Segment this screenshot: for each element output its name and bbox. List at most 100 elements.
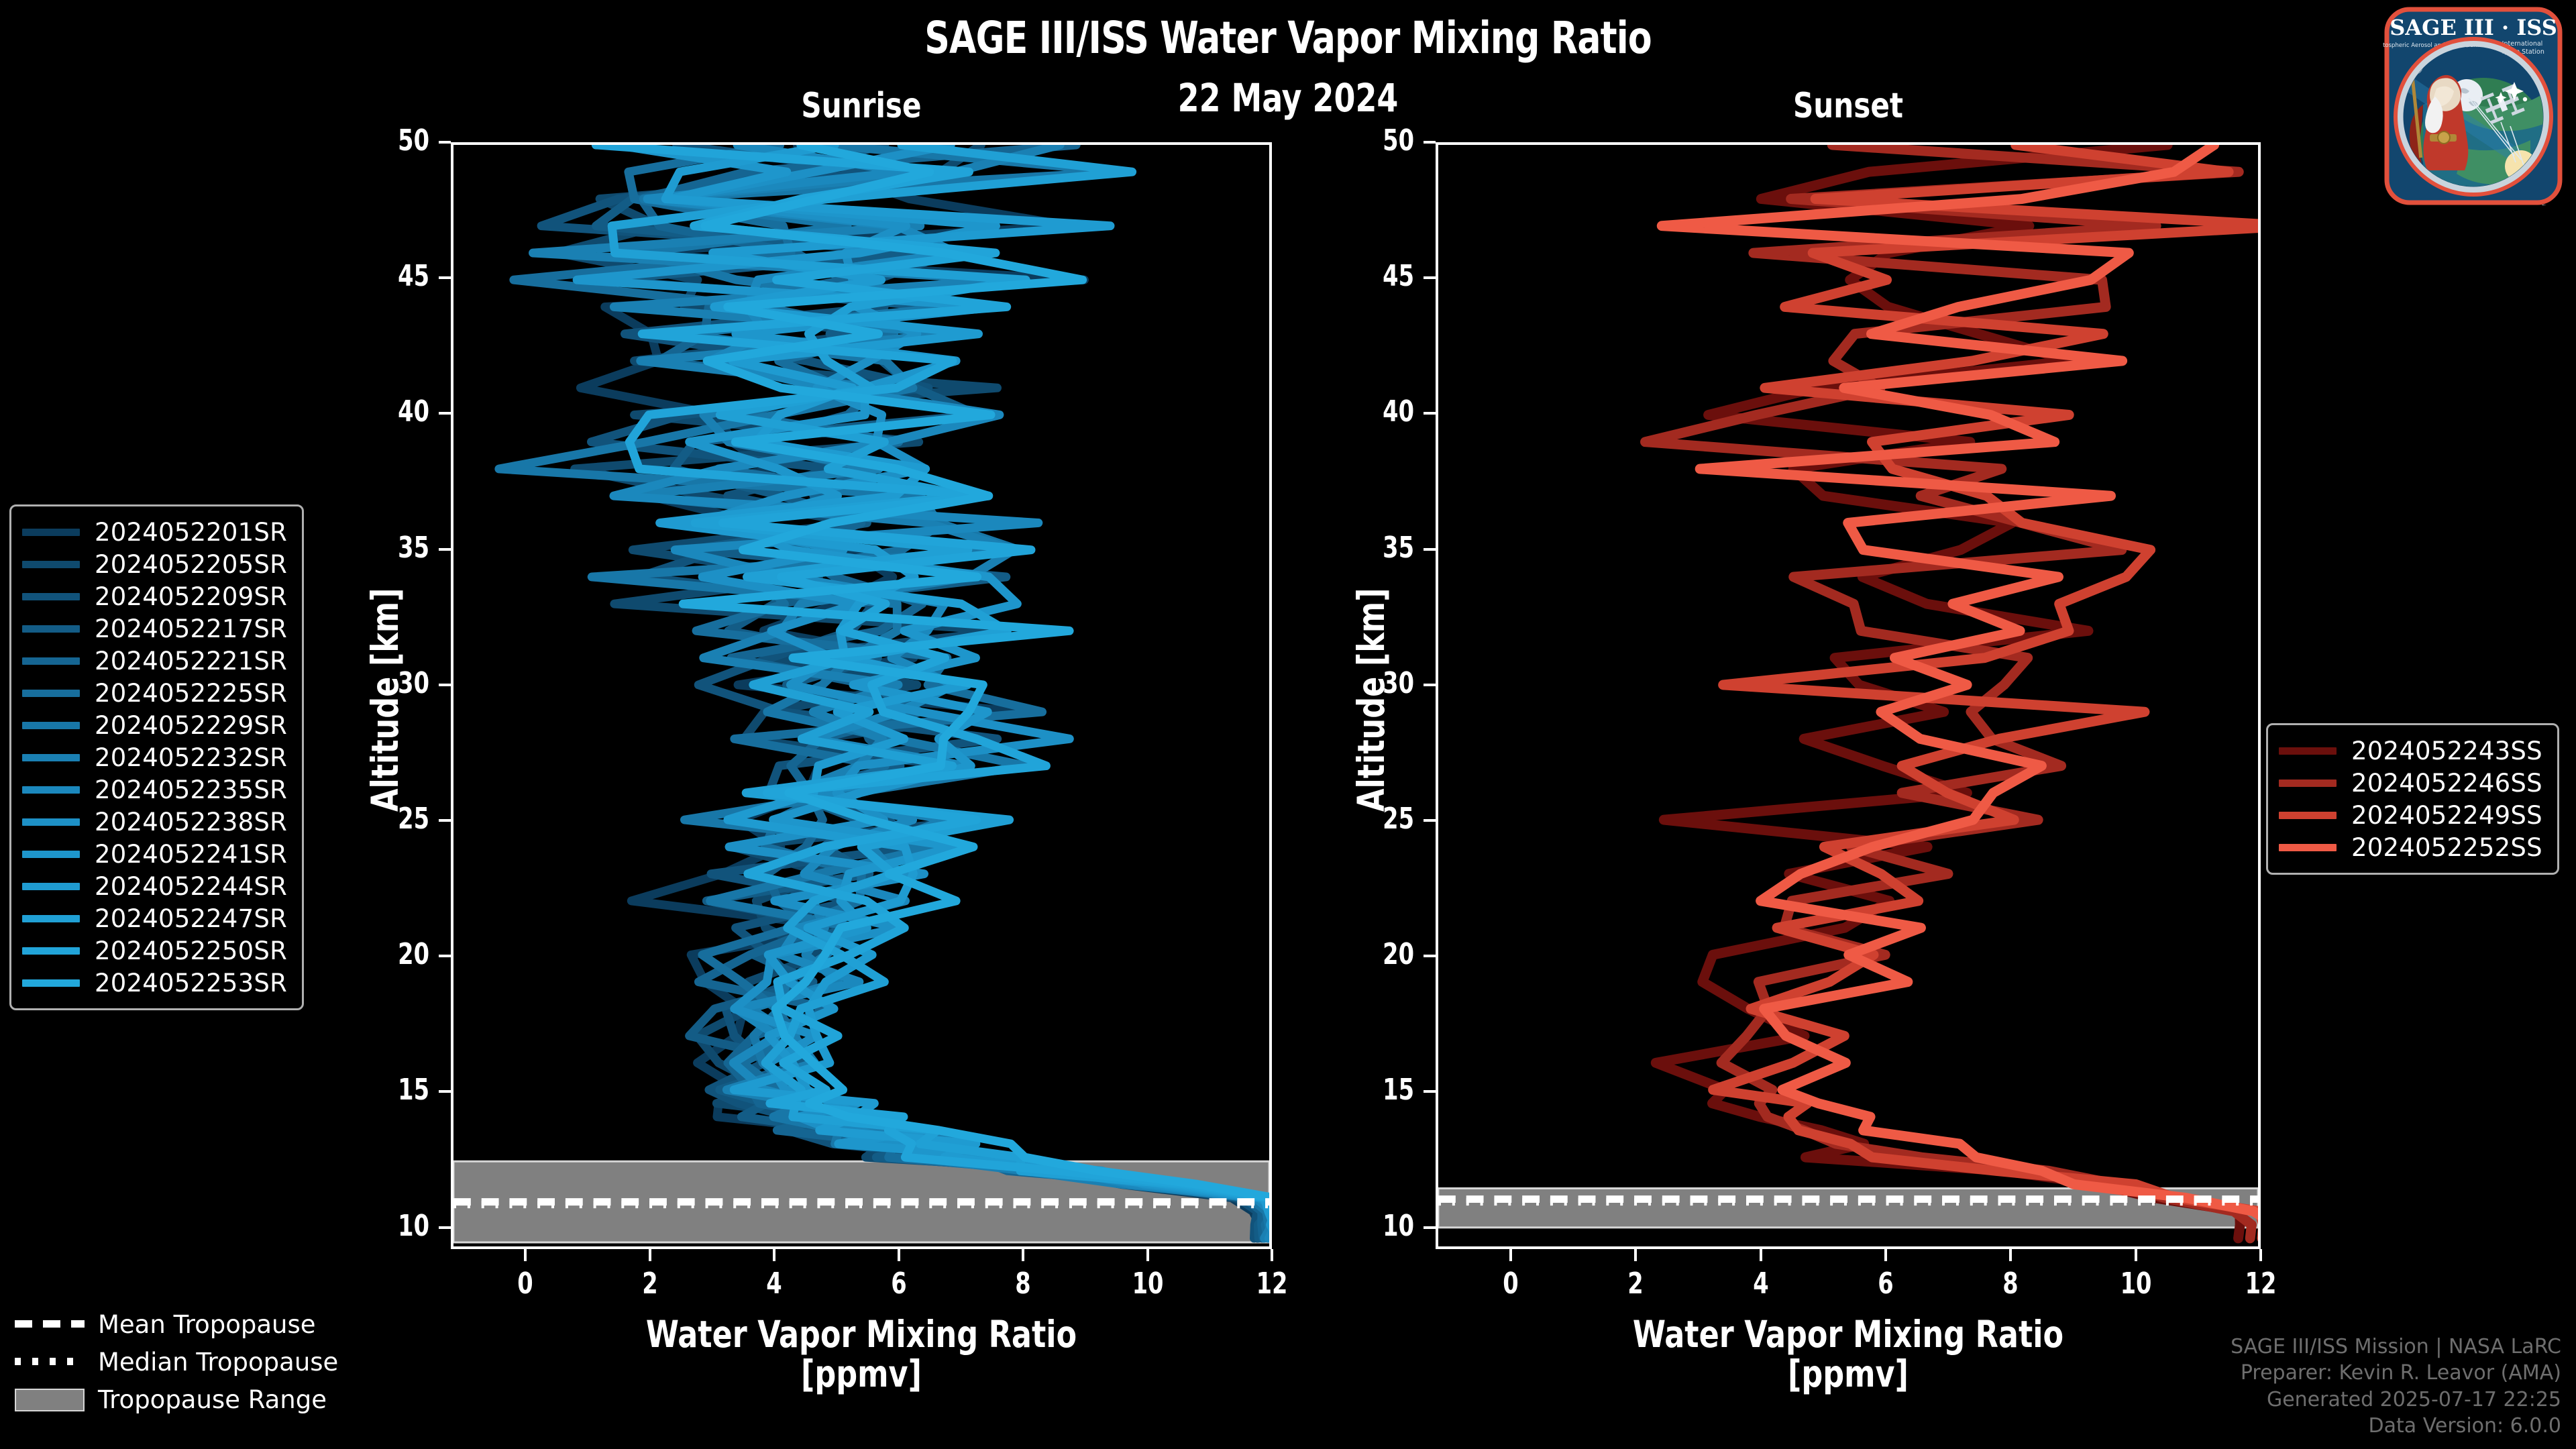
- legend-row-sunrise-12[interactable]: 2024052247SR: [22, 902, 287, 934]
- y-tick-label: 50: [398, 123, 429, 158]
- y-tick-mark: [439, 141, 451, 144]
- legend-label-median-tropopause: Median Tropopause: [98, 1347, 339, 1377]
- legend-color-swatch-icon: [22, 786, 80, 794]
- legend-color-swatch-icon: [22, 560, 80, 568]
- legend-label: 2024052246SS: [2351, 768, 2542, 798]
- y-tick-label: 35: [398, 530, 429, 565]
- legend-label: 2024052221SR: [95, 646, 288, 676]
- x-tick-mark: [1509, 1249, 1512, 1261]
- legend-row-sunrise-11[interactable]: 2024052244SR: [22, 870, 287, 902]
- legend-color-swatch-icon: [22, 979, 80, 987]
- sunset-legend[interactable]: 2024052243SS 2024052246SS 2024052249SS 2024…: [2266, 723, 2559, 875]
- legend-color-swatch-icon: [22, 592, 80, 600]
- legend-row-sunrise-8[interactable]: 2024052235SR: [22, 773, 287, 806]
- legend-color-swatch-icon: [22, 947, 80, 955]
- profile-line: [591, 145, 1269, 1214]
- legend-label: 2024052238SR: [95, 807, 288, 837]
- legend-color-swatch-icon: [22, 721, 80, 729]
- x-axis-title-line2: [ppmv]: [1788, 1352, 1909, 1396]
- gray-band-swatch-icon: [15, 1389, 85, 1411]
- x-axis-title-line1: Water Vapor Mixing Ratio: [645, 1313, 1077, 1356]
- x-tick-mark: [1759, 1249, 1762, 1261]
- legend-row-mean-tropopause: Mean Tropopause: [15, 1308, 338, 1340]
- y-tick-label: 25: [398, 802, 429, 837]
- legend-label-tropopause-range: Tropopause Range: [98, 1385, 327, 1414]
- x-tick-label: 0: [1503, 1267, 1519, 1301]
- legend-row-sunrise-10[interactable]: 2024052241SR: [22, 838, 287, 870]
- y-tick-label: 20: [1383, 937, 1414, 972]
- legend-label: 2024052232SR: [95, 743, 288, 772]
- legend-label: 2024052205SR: [95, 549, 288, 579]
- legend-row-sunrise-7[interactable]: 2024052232SR: [22, 741, 287, 773]
- x-tick-mark: [2009, 1249, 2012, 1261]
- y-tick-mark: [1424, 955, 1436, 958]
- y-tick-mark: [1424, 412, 1436, 415]
- y-tick-label: 40: [398, 394, 429, 429]
- sunrise-y-axis-title: Altitude [km]: [364, 588, 407, 812]
- y-tick-label: 30: [398, 665, 429, 700]
- legend-color-swatch-icon: [22, 882, 80, 890]
- legend-row-sunrise-2[interactable]: 2024052209SR: [22, 580, 287, 612]
- x-tick-label: 10: [2120, 1267, 2152, 1301]
- credits-block: SAGE III/ISS Mission | NASA LaRC Prepare…: [2231, 1334, 2561, 1440]
- legend-label: 2024052235SR: [95, 775, 288, 804]
- sunset-plot-area[interactable]: [1436, 142, 2261, 1249]
- logo-title: SAGE III · ISS: [2390, 15, 2557, 40]
- sunrise-panel-title: Sunrise: [801, 86, 922, 126]
- credits-line-2: Preparer: Kevin R. Leavor (AMA): [2240, 1361, 2561, 1385]
- sunset-panel-title: Sunset: [1792, 86, 1904, 126]
- y-tick-label: 15: [1383, 1073, 1414, 1108]
- x-tick-mark: [648, 1249, 651, 1261]
- legend-row-sunset-2[interactable]: 2024052249SS: [2279, 799, 2542, 831]
- legend-row-sunrise-0[interactable]: 2024052201SR: [22, 516, 287, 548]
- y-tick-label: 10: [1383, 1208, 1414, 1243]
- legend-row-sunrise-9[interactable]: 2024052238SR: [22, 806, 287, 838]
- legend-color-swatch-icon: [22, 657, 80, 665]
- sunset-profile-canvas: [1438, 145, 2258, 1244]
- legend-color-swatch-icon: [22, 753, 80, 761]
- sunset-y-axis-title: Altitude [km]: [1350, 588, 1393, 812]
- y-tick-mark: [1424, 547, 1436, 551]
- x-tick-mark: [1634, 1249, 1638, 1261]
- y-tick-mark: [439, 412, 451, 415]
- legend-row-sunrise-6[interactable]: 2024052229SR: [22, 709, 287, 741]
- legend-label-mean-tropopause: Mean Tropopause: [98, 1309, 316, 1339]
- legend-row-sunrise-13[interactable]: 2024052250SR: [22, 934, 287, 967]
- x-tick-label: 2: [1627, 1267, 1644, 1301]
- legend-row-median-tropopause: Median Tropopause: [15, 1346, 338, 1378]
- legend-row-sunrise-5[interactable]: 2024052225SR: [22, 677, 287, 709]
- legend-row-tropopause-range: Tropopause Range: [15, 1383, 338, 1415]
- x-axis-title-line2: [ppmv]: [801, 1352, 922, 1396]
- logo-subtitle-left: Stratospheric Aerosol and Gas Experiment…: [2383, 42, 2499, 49]
- profile-line: [678, 145, 1269, 1201]
- legend-label: 2024052243SS: [2351, 736, 2542, 765]
- y-tick-mark: [439, 547, 451, 551]
- y-tick-label: 35: [1383, 530, 1414, 565]
- y-tick-label: 20: [398, 937, 429, 972]
- legend-row-sunrise-14[interactable]: 2024052253SR: [22, 967, 287, 999]
- x-tick-label: 6: [1878, 1267, 1894, 1301]
- dotted-line-icon: [15, 1355, 85, 1368]
- legend-row-sunset-3[interactable]: 2024052252SS: [2279, 831, 2542, 863]
- legend-row-sunrise-4[interactable]: 2024052221SR: [22, 645, 287, 677]
- legend-row-sunset-0[interactable]: 2024052243SS: [2279, 735, 2542, 767]
- legend-row-sunrise-1[interactable]: 2024052205SR: [22, 548, 287, 580]
- sunrise-plot-area[interactable]: [451, 142, 1272, 1249]
- legend-color-swatch-icon: [2279, 779, 2337, 787]
- y-tick-mark: [439, 683, 451, 686]
- legend-color-swatch-icon: [22, 914, 80, 922]
- legend-row-sunrise-3[interactable]: 2024052217SR: [22, 612, 287, 645]
- sunrise-profile-canvas: [453, 145, 1269, 1244]
- x-tick-mark: [1884, 1249, 1887, 1261]
- legend-color-swatch-icon: [22, 850, 80, 858]
- x-tick-label: 6: [890, 1267, 907, 1301]
- y-tick-mark: [439, 1226, 451, 1229]
- x-tick-mark: [897, 1249, 900, 1261]
- legend-label: 2024052217SR: [95, 614, 288, 643]
- y-tick-label: 30: [1383, 665, 1414, 700]
- legend-row-sunset-1[interactable]: 2024052246SS: [2279, 767, 2542, 799]
- y-tick-label: 50: [1383, 123, 1414, 158]
- sunrise-legend[interactable]: 2024052201SR 2024052205SR 2024052209SR 2024…: [9, 504, 305, 1010]
- x-tick-label: 8: [2002, 1267, 2019, 1301]
- x-tick-label: 4: [766, 1267, 782, 1301]
